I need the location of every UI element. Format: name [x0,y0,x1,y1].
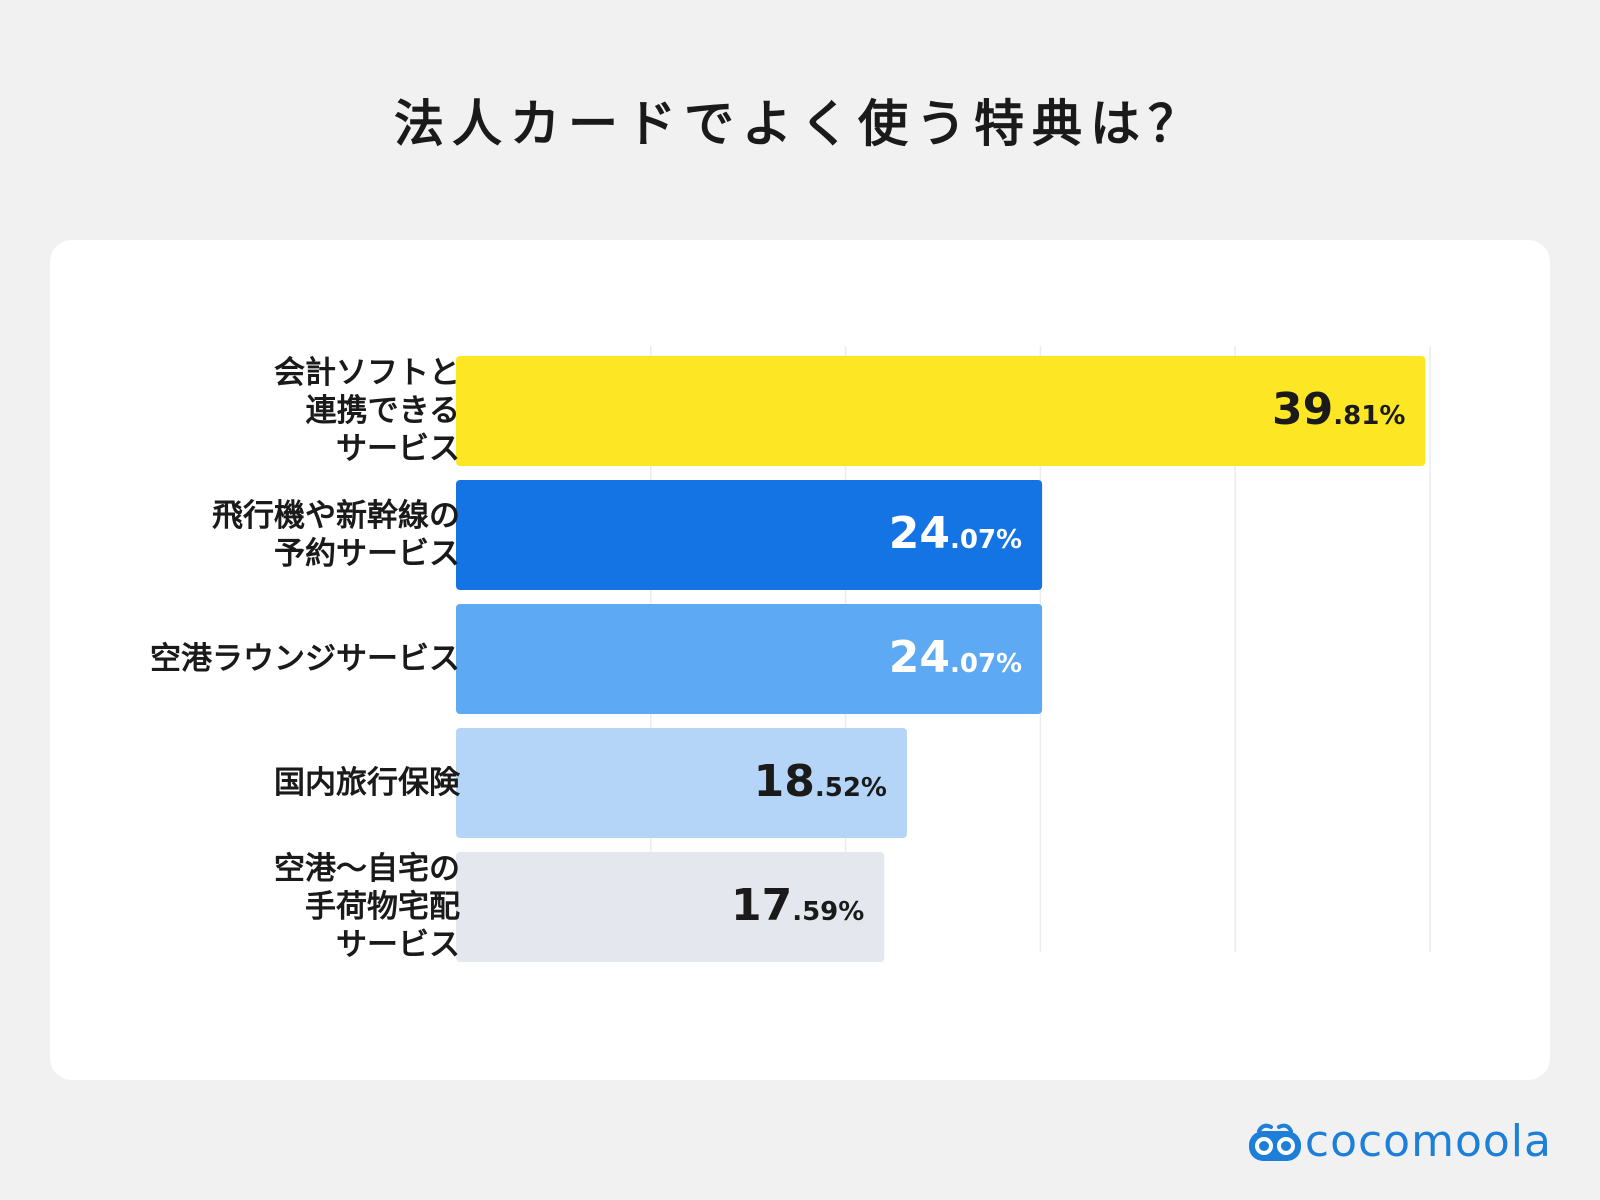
category-label-1: 飛行機や新幹線の 予約サービス [80,480,460,590]
value-dec: .81% [1333,401,1406,431]
category-label-line: 連携できる [305,393,460,429]
category-label-line: 空港〜自宅の [274,851,460,887]
value-dec: .07% [950,649,1023,679]
category-label-line: 国内旅行保険 [274,765,460,801]
value-label-0: 39.81% [1272,388,1405,432]
chart-title: 法人カードでよく使う特典は？ [394,95,1206,153]
value-label-4: 17.59% [731,884,864,928]
value-label-2: 24.07% [889,636,1022,680]
brand-logo[interactable]: cocomoola [1245,1116,1552,1167]
brand-name: cocomoola [1304,1116,1552,1167]
category-label-3: 国内旅行保険 [80,728,460,838]
category-label-line: 空港ラウンジサービス [150,641,460,677]
value-int: 17 [730,880,793,931]
value-int: 39 [1272,384,1334,435]
category-label-0: 会計ソフトと 連携できる サービス [80,355,460,467]
value-label-3: 18.52% [754,760,887,804]
glasses-logo-icon [1248,1123,1301,1161]
value-dec: .07% [950,525,1023,555]
category-label-line: サービス [336,431,460,467]
bar-1 [456,480,1043,590]
value-int: 24 [888,508,950,559]
value-int: 18 [753,756,815,807]
category-label-line: 飛行機や新幹線の [212,498,460,534]
chart-card: 会計ソフトと 連携できる サービス 39.81% 飛行機や新幹線の 予約サービス 24.07… [50,240,1550,1080]
category-label-4: 空港〜自宅の 手荷物宅配 サービス [80,851,460,963]
bar-0 [456,356,1426,466]
category-label-line: 手荷物宅配 [305,889,460,925]
bar-2 [456,604,1043,714]
value-label-1: 24.07% [889,512,1022,556]
bar-3 [456,728,907,838]
value-dec: .59% [792,897,865,927]
value-dec: .52% [814,773,887,803]
category-label-line: サービス [336,927,460,963]
category-label-line: 会計ソフトと [274,355,460,391]
category-label-line: 予約サービス [274,536,460,572]
value-int: 24 [888,632,950,683]
category-label-2: 空港ラウンジサービス [80,604,460,714]
bar-chart [456,346,1431,962]
bar-4 [456,852,885,962]
